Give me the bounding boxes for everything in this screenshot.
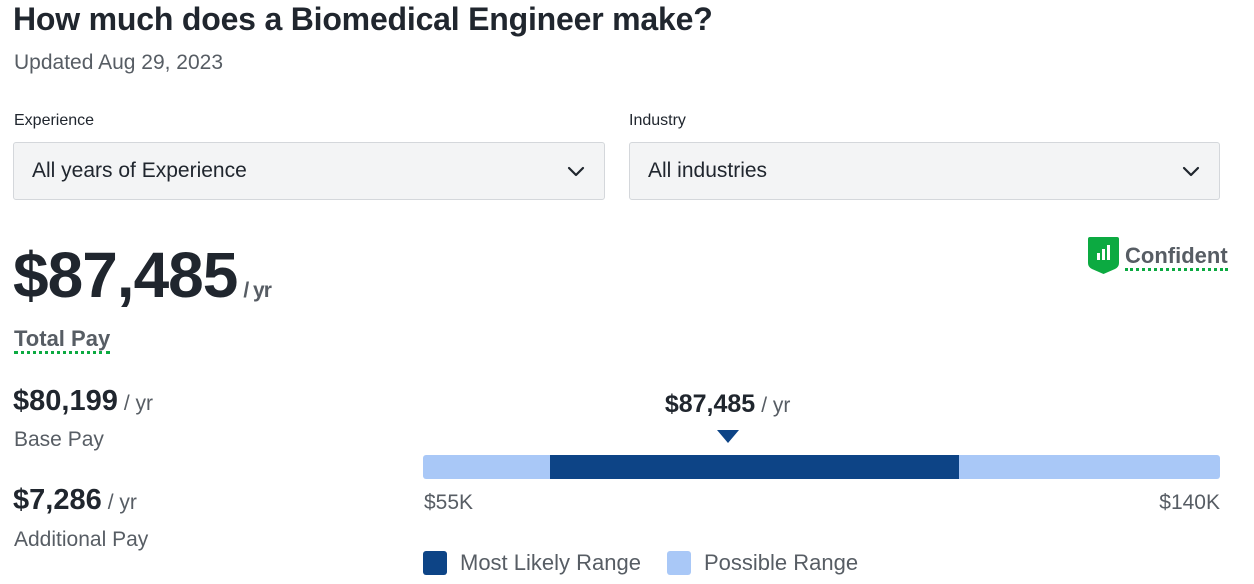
base-pay: $80,199/ yr <box>13 385 153 418</box>
additional-pay: $7,286/ yr <box>13 484 137 517</box>
median-marker-arrow-icon <box>716 430 739 443</box>
range-legend: Most Likely Range Possible Range <box>423 550 858 576</box>
legend-possible-swatch <box>666 551 691 575</box>
most-likely-range-segment <box>549 455 960 479</box>
base-pay-unit: / yr <box>123 392 153 415</box>
industry-select-value: All industries <box>648 159 768 182</box>
confidence-indicator[interactable]: Confident <box>1088 237 1228 274</box>
legend-likely: Most Likely Range <box>423 550 641 576</box>
chevron-down-icon <box>567 166 585 177</box>
updated-date: Updated Aug 29, 2023 <box>14 51 224 74</box>
confidence-label: Confident <box>1125 242 1228 271</box>
chevron-down-icon <box>1182 166 1200 177</box>
total-pay-amount: $87,485/ yr <box>13 238 272 312</box>
median-marker-label: $87,485/ yr <box>665 390 791 419</box>
signal-shield-icon <box>1088 237 1119 274</box>
base-pay-label: Base Pay <box>14 428 104 451</box>
range-min-label: $55K <box>424 491 474 514</box>
page-title: How much does a Biomedical Engineer make… <box>13 1 713 37</box>
range-max-label: $140K <box>1159 491 1220 514</box>
pay-range-bar[interactable] <box>423 455 1220 479</box>
additional-pay-value: $7,286 <box>13 484 102 516</box>
total-pay-value: $87,485 <box>13 239 238 311</box>
experience-label: Experience <box>14 112 95 129</box>
experience-select[interactable]: All years of Experience <box>13 142 605 200</box>
industry-select[interactable]: All industries <box>629 142 1220 200</box>
median-marker-value: $87,485 <box>664 390 756 418</box>
base-pay-value: $80,199 <box>13 385 118 417</box>
industry-label: Industry <box>629 112 686 129</box>
legend-possible: Possible Range <box>666 550 859 576</box>
total-pay-label-text: Total Pay <box>14 326 111 354</box>
median-marker-unit: / yr <box>761 394 791 417</box>
experience-select-value: All years of Experience <box>32 159 247 182</box>
legend-likely-swatch <box>423 551 447 575</box>
total-pay-label[interactable]: Total Pay <box>14 326 111 354</box>
total-pay-unit: / yr <box>243 279 272 302</box>
additional-pay-label: Additional Pay <box>14 528 149 551</box>
additional-pay-unit: / yr <box>107 491 137 514</box>
legend-likely-label: Most Likely Range <box>460 550 641 575</box>
legend-possible-label: Possible Range <box>703 550 859 575</box>
